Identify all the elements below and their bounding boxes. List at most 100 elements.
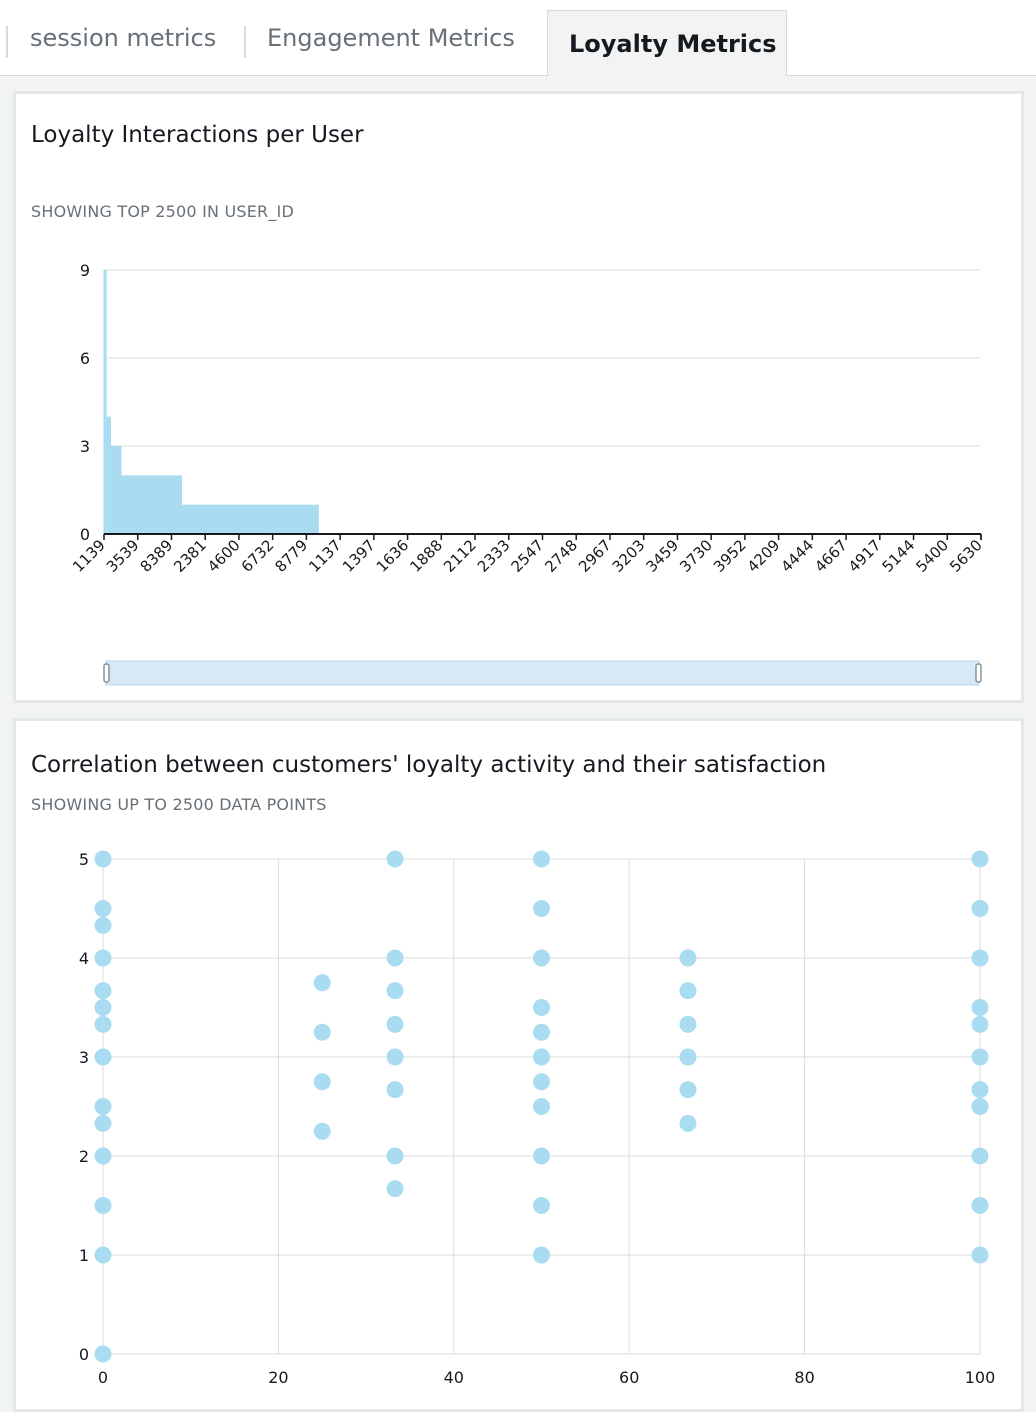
- tab-engagement-metrics[interactable]: Engagement Metrics: [267, 24, 515, 52]
- x-tick-label: 8389: [137, 536, 177, 576]
- scatter-point: [386, 1180, 404, 1198]
- scatter-point: [94, 916, 112, 934]
- range-slider-left-handle[interactable]: [103, 663, 110, 683]
- panel-subtitle: SHOWING TOP 2500 IN USER_ID: [31, 202, 294, 221]
- scatter-point: [94, 1114, 112, 1132]
- y-tick-label: 3: [80, 437, 90, 456]
- x-tick-label: 2748: [541, 536, 581, 576]
- scatter-point: [679, 982, 697, 1000]
- x-tick-label: 4600: [204, 536, 244, 576]
- scatter-point: [971, 1098, 989, 1115]
- x-tick-label: 8779: [271, 536, 311, 576]
- x-tick-label: 3539: [103, 536, 143, 576]
- scatter-point: [313, 1073, 331, 1091]
- y-tick-label: 2: [79, 1147, 89, 1166]
- scatter-point: [971, 1197, 989, 1214]
- y-tick-label: 1: [79, 1246, 89, 1265]
- bar: [182, 504, 319, 534]
- correlation-panel: Correlation between customers' loyalty a…: [13, 718, 1024, 1412]
- scatter-point: [94, 999, 112, 1016]
- y-tick-label: 0: [80, 525, 90, 544]
- x-tick-label: 2967: [575, 536, 615, 576]
- x-tick-label: 2547: [508, 536, 548, 576]
- y-tick-label: 3: [79, 1048, 89, 1067]
- x-tick-label: 6732: [238, 536, 278, 576]
- bar: [111, 446, 122, 534]
- scatter-point: [971, 850, 989, 868]
- bar: [121, 475, 183, 534]
- scatter-point: [386, 1147, 404, 1165]
- scatter-point: [679, 1048, 697, 1066]
- bar: [104, 270, 107, 534]
- scatter-point: [971, 900, 989, 917]
- correlation-scatter-chart: 0 1 2 3 4 5 0 20 40 60 80 100: [79, 850, 996, 1387]
- scatter-point: [971, 949, 989, 967]
- tab-bar: session metrics Engagement Metrics Loyal…: [0, 0, 1036, 76]
- tab-session-metrics[interactable]: session metrics: [30, 24, 217, 52]
- scatter-point: [94, 1345, 112, 1363]
- x-tick-label: 2112: [440, 536, 480, 576]
- scatter-point: [679, 1081, 697, 1099]
- scatter-point: [971, 1147, 989, 1165]
- scatter-point: [313, 1122, 331, 1140]
- scatter-point: [386, 949, 404, 967]
- y-tick-label: 9: [80, 261, 90, 280]
- panel-title: Loyalty Interactions per User: [31, 122, 364, 148]
- loyalty-interactions-chart: 0 3 6 9 113935398389238146006732877911371397…: [69, 261, 986, 686]
- scatter-point: [386, 1048, 404, 1066]
- x-tick-label: 3730: [676, 536, 716, 576]
- y-tick-label: 4: [79, 949, 89, 968]
- scatter-point: [94, 949, 112, 967]
- scatter-point: [533, 900, 550, 917]
- x-tick-label: 1139: [69, 536, 109, 576]
- x-tick-label: 80: [794, 1368, 814, 1387]
- scatter-point: [533, 850, 550, 868]
- x-tick-label: 5630: [946, 536, 986, 576]
- tab-loyalty-metrics[interactable]: Loyalty Metrics: [547, 10, 787, 76]
- scatter-point: [94, 1015, 112, 1033]
- scatter-point: [94, 982, 112, 1000]
- scatter-point: [533, 1147, 550, 1165]
- x-tick-label: 20: [268, 1368, 288, 1387]
- scatter-point: [94, 1147, 112, 1165]
- tab-separator: [6, 26, 8, 58]
- scatter-point: [971, 1081, 989, 1099]
- scatter-point: [971, 1015, 989, 1033]
- scatter-point: [533, 1246, 550, 1264]
- x-tick-label: 60: [619, 1368, 639, 1387]
- scatter-point: [533, 999, 550, 1016]
- scatter-point: [971, 999, 989, 1016]
- range-slider-right-handle[interactable]: [975, 663, 982, 683]
- x-tick-label: 3459: [643, 536, 683, 576]
- bar: [106, 416, 112, 534]
- x-tick-label: 1137: [305, 536, 345, 576]
- tab-separator: [244, 26, 246, 58]
- scatter-point: [971, 1048, 989, 1066]
- scatter-point: [313, 974, 331, 992]
- x-tick-label: 100: [965, 1368, 996, 1387]
- x-tick-label: 2381: [170, 536, 210, 576]
- y-tick-label: 6: [80, 349, 90, 368]
- scatter-point: [533, 1197, 550, 1214]
- scatter-point: [386, 1081, 404, 1099]
- x-tick-label: 2333: [474, 536, 514, 576]
- scatter-point: [94, 1246, 112, 1264]
- y-tick-label: 5: [79, 850, 89, 869]
- scatter-point: [971, 1246, 989, 1264]
- range-slider-track[interactable]: [105, 660, 980, 686]
- scatter-point: [386, 982, 404, 1000]
- scatter-point: [386, 850, 404, 868]
- scatter-point: [533, 1098, 550, 1115]
- scatter-point: [94, 850, 112, 868]
- x-tick-label: 1636: [373, 536, 413, 576]
- x-tick-label: 5144: [879, 536, 919, 576]
- scatter-point: [679, 949, 697, 967]
- scatter-point: [94, 900, 112, 917]
- x-tick-label: 4917: [845, 536, 885, 576]
- scatter-point: [533, 1073, 550, 1091]
- x-tick-label: 1397: [339, 536, 379, 576]
- scatter-point: [533, 1048, 550, 1066]
- scatter-point: [313, 1023, 331, 1041]
- loyalty-interactions-panel: Loyalty Interactions per User SHOWING TO…: [13, 91, 1024, 703]
- y-tick-label: 0: [79, 1345, 89, 1364]
